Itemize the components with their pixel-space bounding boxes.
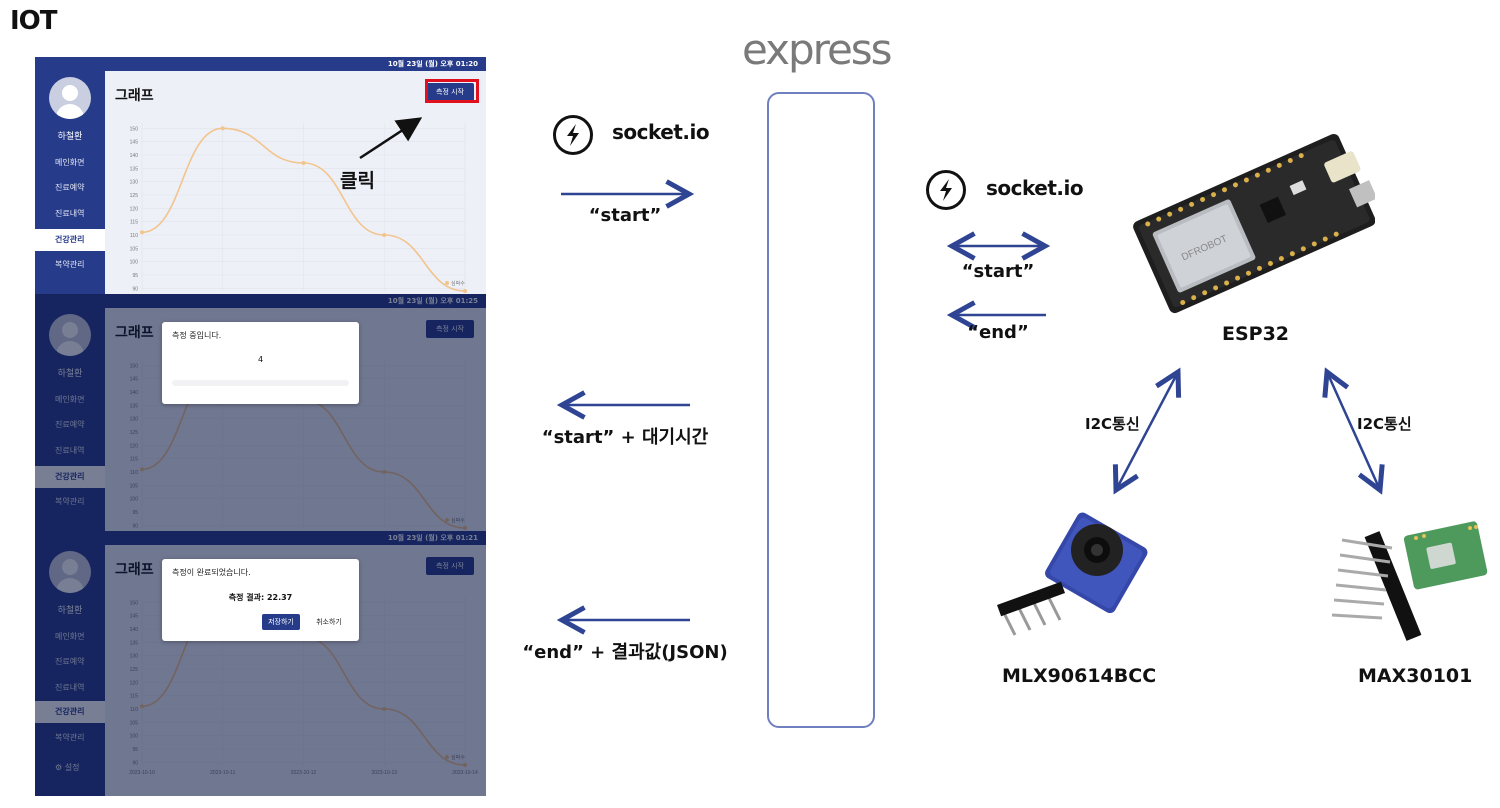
countdown-value: 4 <box>257 355 264 364</box>
data-point <box>220 126 225 131</box>
measuring-dialog: 측정 중입니다. 4 <box>162 322 359 404</box>
cancel-button[interactable]: 취소하기 <box>316 618 342 626</box>
progress-bar <box>172 380 349 386</box>
y-tick-label: 95 <box>132 273 138 279</box>
legend-marker <box>445 281 449 285</box>
y-tick-label: 145 <box>130 140 139 146</box>
msg-end-right: “end” <box>967 322 1029 343</box>
express-label: express <box>742 25 893 74</box>
sidebar-item-reservation[interactable]: 진료예약 <box>55 183 85 192</box>
msg-start-wait: “start” + 대기시간 <box>541 427 709 448</box>
app-screenshot-complete: 하철환 메인화면 진료예약 진료내역 건강관리 복약관리 ⚙ 설정 10월 23… <box>35 531 486 796</box>
msg-start-right: “start” <box>961 261 1035 282</box>
y-tick-label: 125 <box>130 193 139 199</box>
section-title: IOT <box>10 6 58 36</box>
i2c-label-right: I2C통신 <box>1357 415 1412 433</box>
highlight-box <box>425 79 479 103</box>
mlx90614-sensor-image <box>996 512 1148 636</box>
app-screenshot-measuring: 하철환 메인화면 진료예약 진료내역 건강관리 복약관리 10월 23일 (월)… <box>35 294 486 531</box>
y-tick-label: 120 <box>130 206 139 212</box>
msg-end-result: “end” + 결과값(JSON) <box>522 642 728 663</box>
arrow-i2c-mlx <box>1116 372 1178 490</box>
result-value: 측정 결과: 22.37 <box>228 593 293 602</box>
mlx90614-label: MLX90614BCC <box>1002 665 1157 687</box>
data-point <box>301 161 306 165</box>
data-point <box>463 289 467 293</box>
timestamp: 10월 23일 (월) 오후 01:20 <box>105 57 486 71</box>
dialog-title: 측정이 완료되었습니다. <box>172 568 251 577</box>
app-screenshot-graph: 하철환 메인화면 진료예약 진료내역 건강관리 복약관리 10월 23일 (월)… <box>35 57 486 294</box>
y-tick-label: 105 <box>130 246 139 252</box>
y-tick-label: 110 <box>130 233 138 239</box>
y-tick-label: 100 <box>130 260 139 266</box>
socketio-icon <box>926 170 966 210</box>
socketio-label-right: socket.io <box>986 176 1084 200</box>
click-arrow <box>359 117 423 160</box>
socketio-icon <box>553 115 593 155</box>
user-name: 하철환 <box>57 132 83 142</box>
sidebar: 하철환 메인화면 진료예약 진료내역 건강관리 복약관리 <box>35 57 105 294</box>
data-point <box>140 230 144 235</box>
y-tick-label: 150 <box>130 126 139 132</box>
msg-start-left: “start” <box>588 205 662 226</box>
save-button[interactable]: 저장하기 <box>262 614 300 630</box>
arrow-i2c-max <box>1327 372 1380 490</box>
max30101-sensor-image <box>1331 521 1488 641</box>
data-point <box>382 233 387 237</box>
click-label: 클릭 <box>340 170 375 192</box>
sidebar-item-main[interactable]: 메인화면 <box>55 158 85 167</box>
express-server-box <box>767 92 875 728</box>
result-dialog: 측정이 완료되었습니다. 측정 결과: 22.37 저장하기 취소하기 <box>162 559 359 641</box>
page-title: 그래프 <box>115 88 154 104</box>
y-tick-label: 90 <box>132 286 138 292</box>
y-tick-label: 130 <box>130 180 139 186</box>
i2c-label-left: I2C통신 <box>1085 415 1140 433</box>
y-tick-label: 115 <box>130 220 138 226</box>
sidebar-item-medication[interactable]: 복약관리 <box>55 260 85 269</box>
legend-label: 심박수 <box>451 280 465 287</box>
max30101-label: MAX30101 <box>1358 665 1473 687</box>
y-tick-label: 140 <box>130 153 139 159</box>
avatar <box>49 77 91 119</box>
sidebar-item-health[interactable]: 건강관리 <box>35 229 105 251</box>
socketio-label-left: socket.io <box>612 120 710 144</box>
esp32-board-image: DFROBOT <box>1133 134 1375 314</box>
measure-start-button[interactable]: 측정 시작 <box>426 83 474 101</box>
heart-rate-chart: 90 95 100 105 110 115 120 125 130 135 140 145 150 심박수 <box>130 123 467 293</box>
esp32-label: ESP32 <box>1222 323 1290 345</box>
y-tick-label: 135 <box>130 166 139 172</box>
sidebar-item-history[interactable]: 진료내역 <box>55 209 85 218</box>
dialog-title: 측정 중입니다. <box>172 331 222 340</box>
